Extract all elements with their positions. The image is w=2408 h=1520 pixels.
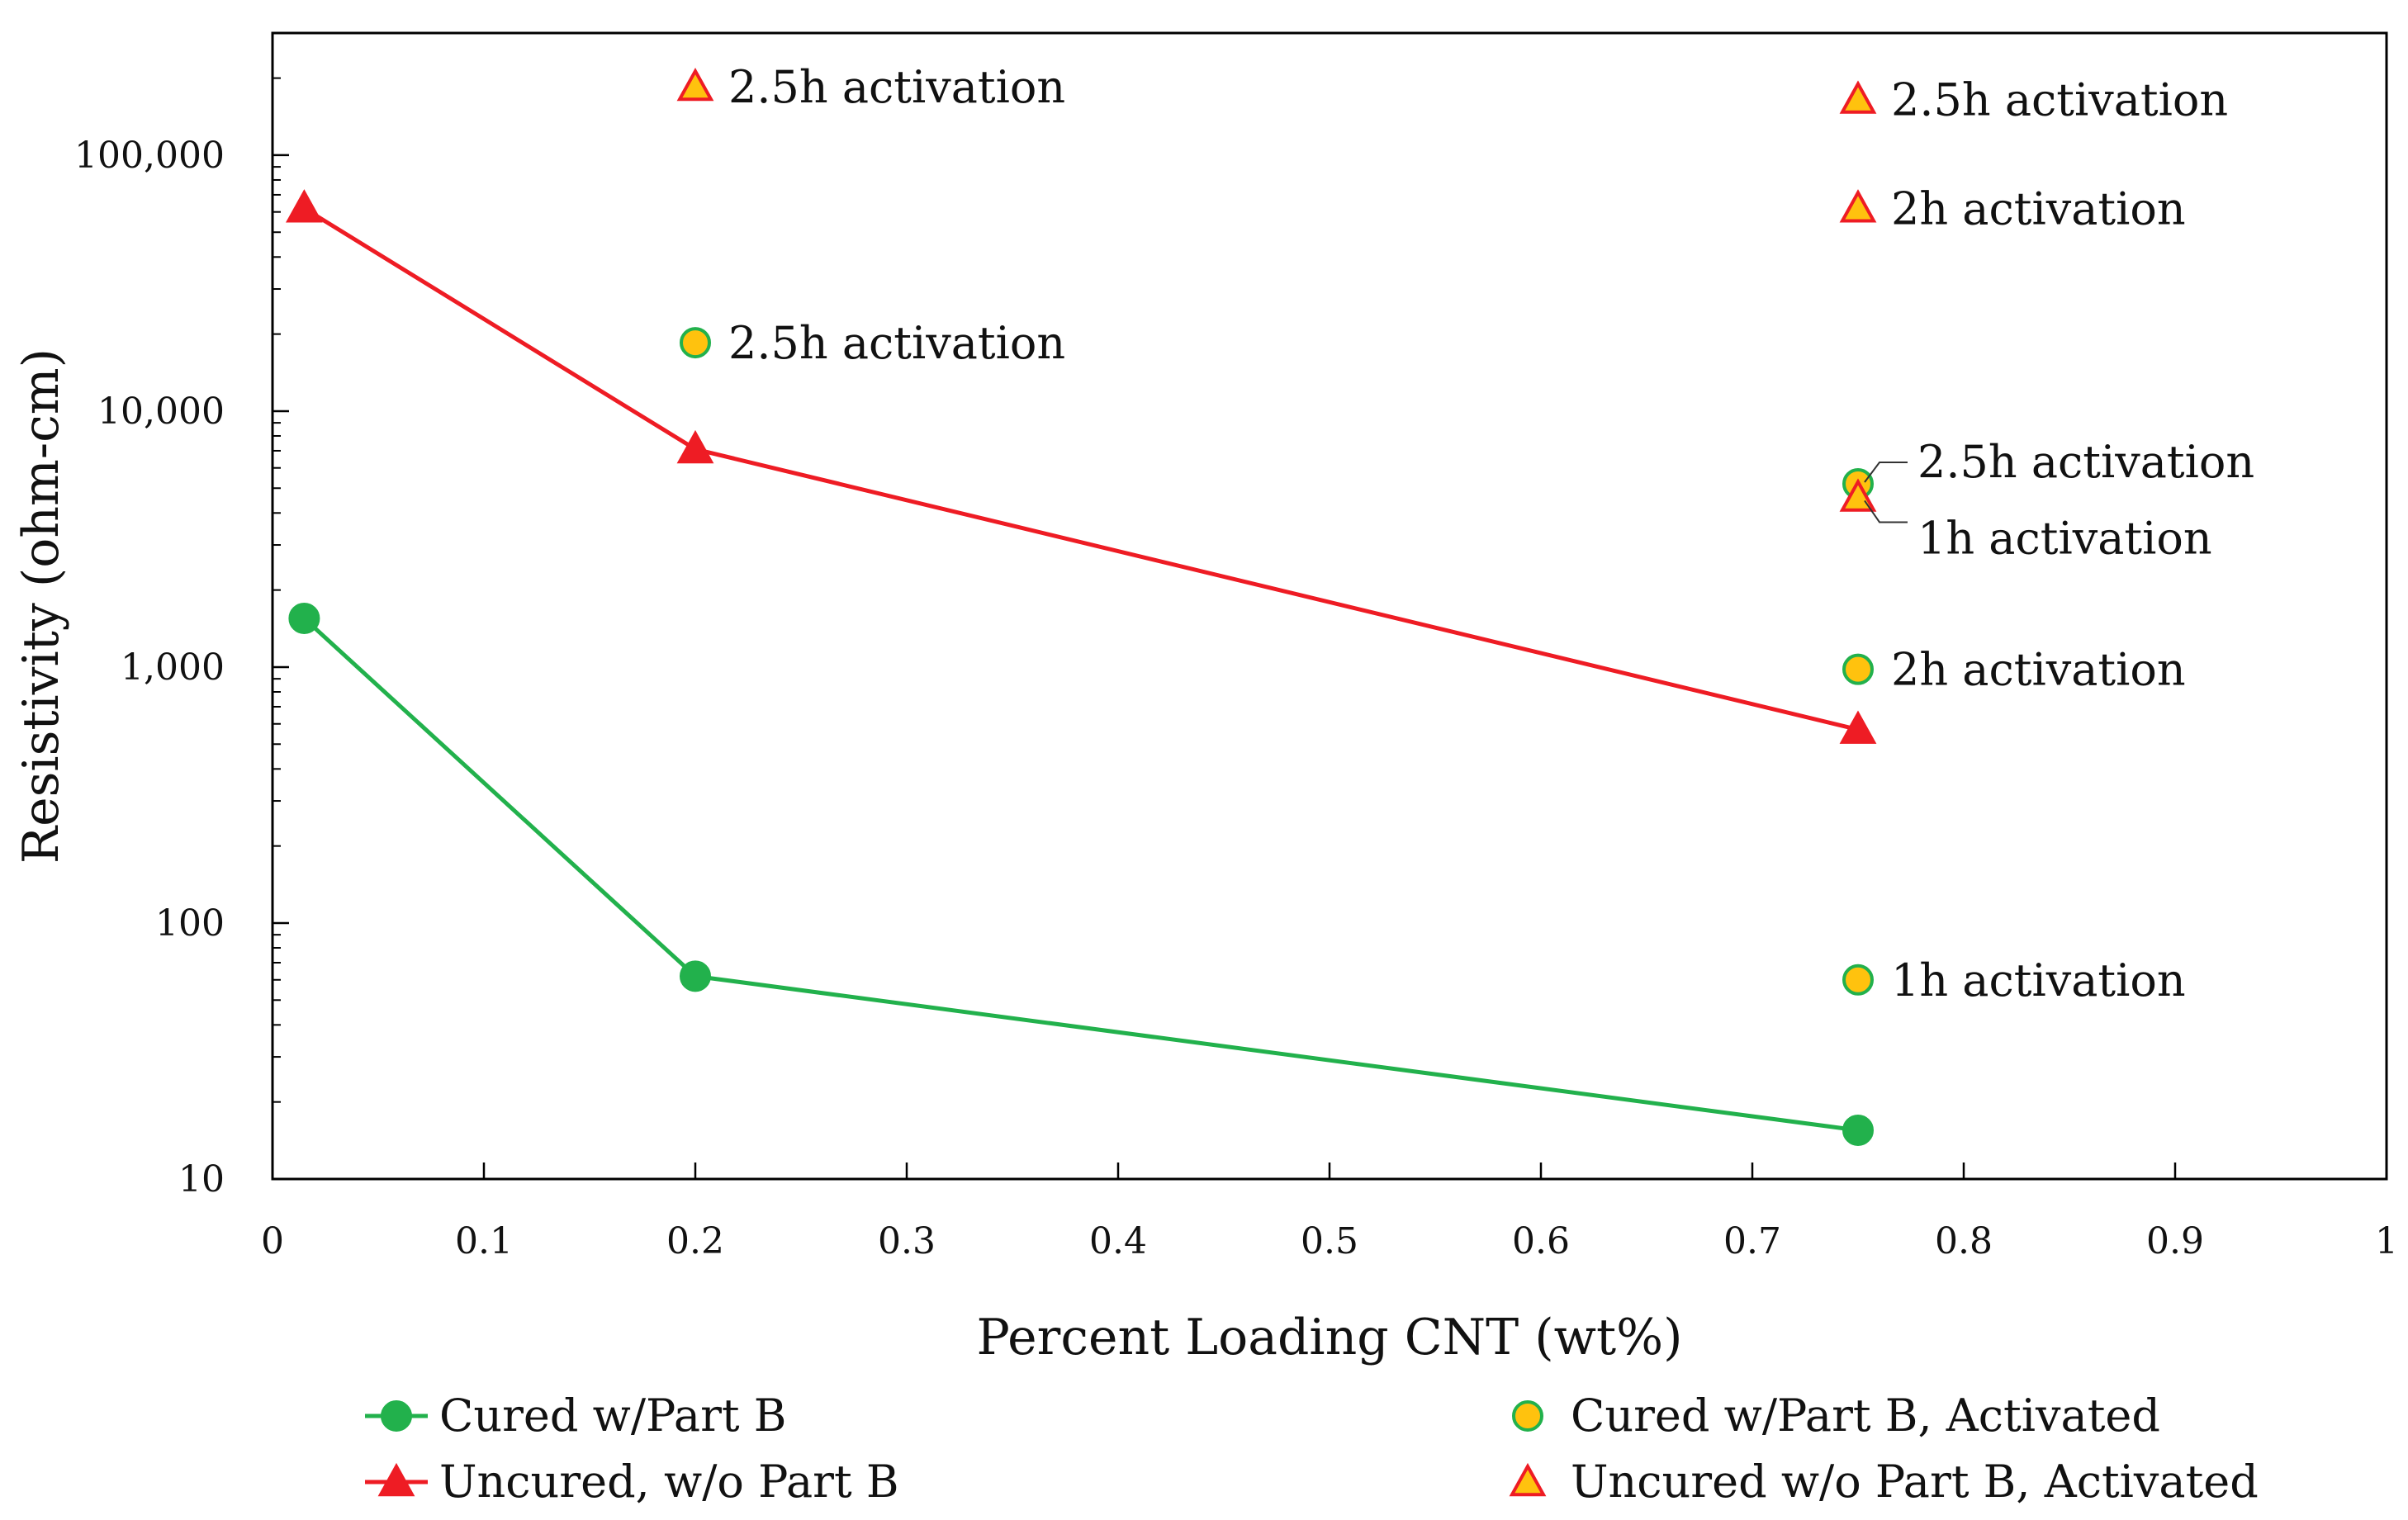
annotation-label: 2.5h activation [728,317,1065,369]
legend-entry: Uncured, w/o Part B [365,1456,899,1508]
x-tick-label: 0.8 [1935,1220,1993,1262]
x-tick-label: 0.2 [666,1220,724,1262]
data-point-circle [680,960,711,992]
legend-marker [381,1400,412,1432]
x-tick-label: 1 [2375,1220,2398,1262]
series-3 [680,327,1874,996]
y-tick-label: 10 [178,1158,225,1200]
annotation-label: 1h activation [1917,512,2212,564]
data-point-circle [288,602,320,634]
series-line [302,617,1859,1133]
leader-line [1864,461,1908,483]
y-tick-label: 100 [155,902,225,945]
x-tick-label: 0.7 [1723,1220,1781,1262]
annotations: 2.5h activation 2.5h activation 2h activat… [728,61,2254,1006]
series-4 [676,67,1877,512]
legend-marker [377,1462,415,1497]
annotation-label: 1h activation [1891,954,2186,1006]
legend-entry: Uncured w/o Part B, Activated [1509,1456,2259,1508]
y-tick-label: 1,000 [121,646,225,689]
data-point-triangle [1839,710,1877,744]
data-point-circle [1842,1114,1874,1146]
legend-entry: Cured w/Part B [365,1390,786,1442]
series-1 [288,602,1874,1146]
y-tick-label: 100,000 [74,135,225,177]
legend-entry: Cured w/Part B, Activated [1512,1390,2160,1442]
data-point-circle [680,327,711,359]
annotation-label: 2.5h activation [1891,73,2228,125]
series-line [303,206,1859,732]
data-point-triangle [1839,189,1877,223]
x-tick-label: 0.6 [1512,1220,1570,1262]
y-tick-label: 10,000 [97,391,225,433]
annotation-label: 2h activation [1891,182,2186,234]
data-point-triangle [676,429,714,464]
x-tick-label: 0.3 [878,1220,936,1262]
legend-marker [1512,1400,1543,1432]
leader-line [1864,500,1908,523]
annotation-label: 2.5h activation [1917,436,2254,488]
x-axis-title: Percent Loading CNT (wt%) [976,1309,1682,1366]
data-point-triangle [1839,80,1877,114]
series-2 [286,189,1877,744]
x-tick-label: 0.5 [1301,1220,1358,1262]
x-tick-label: 0.9 [2146,1220,2204,1262]
x-tick-label: 0.4 [1089,1220,1147,1262]
data-point-circle [1842,964,1874,996]
x-tick-label: 0.1 [455,1220,513,1262]
annotation-label: 2.5h activation [728,61,1065,113]
data-point-circle [1842,653,1874,685]
legend-label: Uncured, w/o Part B [439,1456,899,1508]
data-point-triangle [676,67,714,102]
legend-label: Cured w/Part B [439,1390,786,1442]
legend-label: Uncured w/o Part B, Activated [1571,1456,2259,1508]
series-layer [286,67,1877,1146]
x-tick-label: 0 [261,1220,284,1262]
y-axis-title: Resistivity (ohm-cm) [12,348,70,864]
legend: Cured w/Part B Uncured, w/o Part B Cured w… [365,1390,2259,1508]
legend-marker [1509,1462,1547,1497]
axes: 10 100 1,000 10,000 100,000 0 0.1 0.2 0.3 0.4 0.5 0… [74,31,2398,1262]
data-point-triangle [286,189,323,223]
annotation-label: 2h activation [1891,644,2186,696]
legend-label: Cured w/Part B, Activated [1571,1390,2160,1442]
